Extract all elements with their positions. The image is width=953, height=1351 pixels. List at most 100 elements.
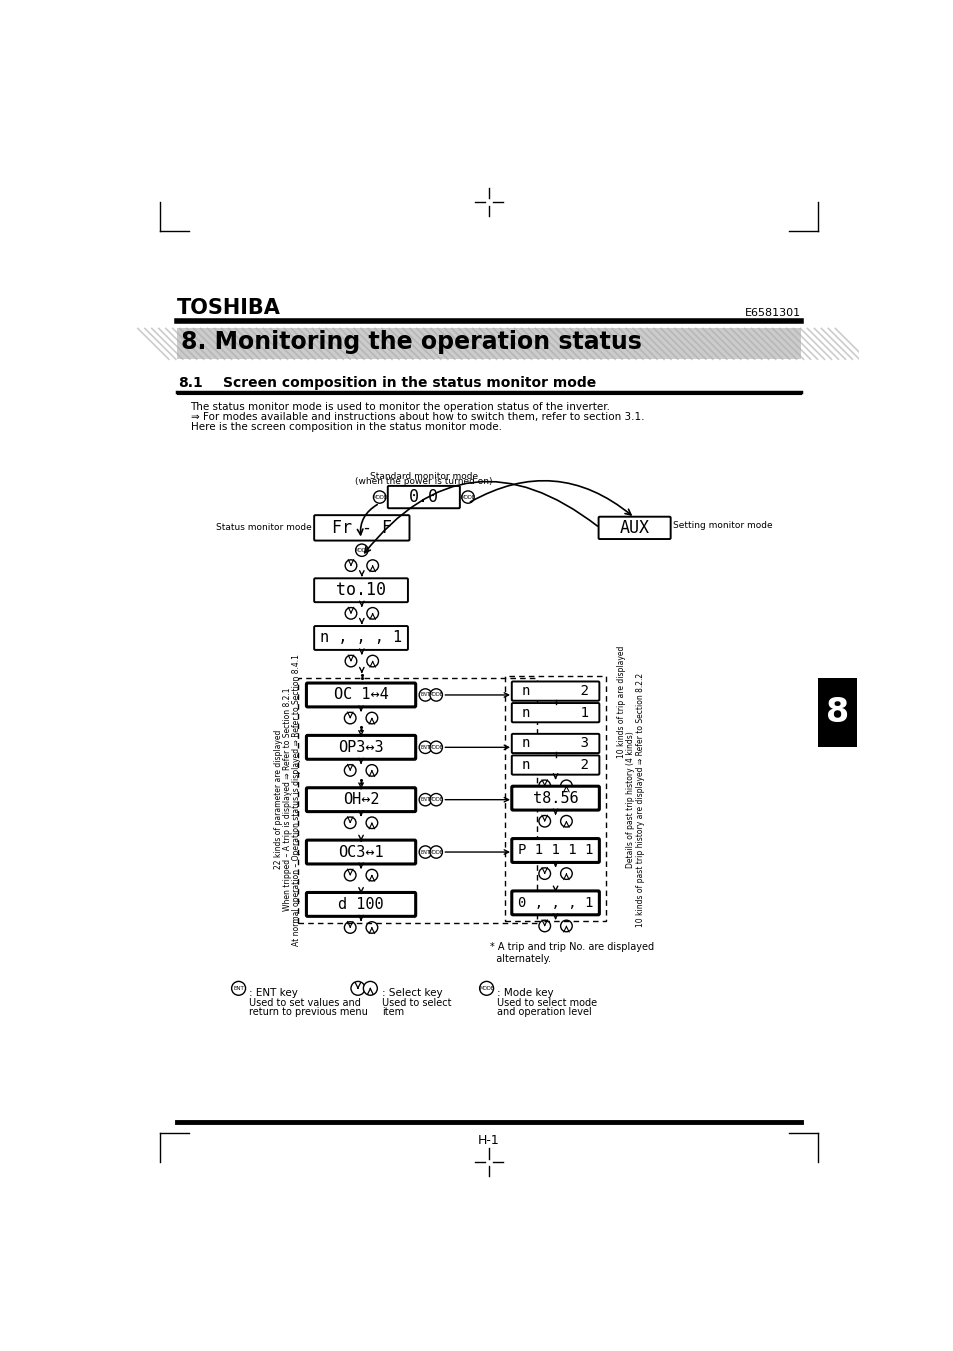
Circle shape — [430, 793, 442, 805]
Text: Screen composition in the status monitor mode: Screen composition in the status monitor… — [223, 376, 596, 390]
Text: OP3↔3: OP3↔3 — [338, 740, 383, 755]
Text: MODE: MODE — [372, 494, 387, 500]
Circle shape — [538, 867, 550, 880]
Text: MODE: MODE — [428, 797, 443, 802]
FancyBboxPatch shape — [306, 684, 416, 707]
Text: n      2: n 2 — [521, 684, 588, 698]
Text: MODE: MODE — [428, 693, 443, 697]
Circle shape — [373, 490, 385, 503]
Circle shape — [366, 765, 377, 777]
Circle shape — [366, 712, 377, 724]
Circle shape — [461, 490, 474, 503]
Text: The status monitor mode is used to monitor the operation status of the inverter.: The status monitor mode is used to monit… — [191, 403, 610, 412]
Circle shape — [366, 869, 377, 881]
Text: n      3: n 3 — [521, 736, 588, 750]
Circle shape — [418, 742, 431, 754]
Text: 8.1: 8.1 — [178, 376, 203, 390]
Circle shape — [363, 981, 377, 996]
Text: 0 , , , 1: 0 , , , 1 — [517, 896, 593, 909]
Bar — [176, 328, 801, 359]
Circle shape — [418, 689, 431, 701]
Circle shape — [538, 780, 550, 792]
FancyBboxPatch shape — [387, 486, 459, 508]
Circle shape — [366, 817, 377, 828]
Circle shape — [344, 765, 355, 777]
FancyBboxPatch shape — [511, 734, 598, 753]
Circle shape — [345, 655, 356, 667]
Text: Fr - F: Fr - F — [332, 519, 392, 536]
Circle shape — [367, 608, 378, 619]
Text: Here is the screen composition in the status monitor mode.: Here is the screen composition in the st… — [191, 423, 501, 432]
Circle shape — [479, 981, 493, 996]
Text: Used to select mode: Used to select mode — [497, 997, 597, 1008]
Text: 10 kinds of trip are displayed: 10 kinds of trip are displayed — [617, 646, 625, 758]
Text: MODE: MODE — [428, 850, 443, 855]
Circle shape — [232, 981, 245, 996]
Circle shape — [351, 981, 365, 996]
FancyBboxPatch shape — [511, 681, 598, 701]
Text: MODE: MODE — [460, 494, 475, 500]
Text: 0.0: 0.0 — [409, 488, 438, 507]
Text: At normal operation – Operation status is displayed ⇒ Refer to Section 8.4.1: At normal operation – Operation status i… — [292, 654, 301, 946]
Text: ⇒ For modes available and instructions about how to switch them, refer to sectio: ⇒ For modes available and instructions a… — [191, 412, 643, 423]
Text: When tripped – A trip is displayed ⇒ Refer to Section 8.2.1: When tripped – A trip is displayed ⇒ Ref… — [283, 688, 292, 912]
FancyBboxPatch shape — [314, 626, 408, 650]
Text: MODE: MODE — [478, 986, 494, 990]
Circle shape — [355, 544, 368, 557]
Text: ENT: ENT — [420, 850, 430, 855]
Text: n      2: n 2 — [521, 758, 588, 771]
Circle shape — [430, 742, 442, 754]
Text: P 1 1 1 1: P 1 1 1 1 — [517, 843, 593, 858]
FancyBboxPatch shape — [598, 516, 670, 539]
FancyBboxPatch shape — [306, 893, 416, 916]
FancyBboxPatch shape — [306, 788, 416, 812]
Text: MODE: MODE — [428, 744, 443, 750]
FancyBboxPatch shape — [511, 839, 598, 862]
Circle shape — [367, 559, 378, 571]
Circle shape — [560, 816, 572, 827]
FancyBboxPatch shape — [314, 515, 409, 540]
Text: Used to select: Used to select — [381, 997, 451, 1008]
Text: ENT: ENT — [420, 693, 430, 697]
Text: 8: 8 — [825, 696, 848, 730]
Circle shape — [345, 559, 356, 571]
Text: Setting monitor mode: Setting monitor mode — [673, 521, 772, 530]
Circle shape — [344, 817, 355, 828]
Text: E6581301: E6581301 — [744, 308, 801, 317]
Bar — [818, 678, 856, 747]
Circle shape — [418, 846, 431, 858]
FancyBboxPatch shape — [314, 578, 408, 603]
Text: ENT: ENT — [420, 797, 430, 802]
Circle shape — [344, 869, 355, 881]
Text: : ENT key: : ENT key — [249, 988, 298, 997]
Text: 22 kinds of parameter are displayed: 22 kinds of parameter are displayed — [274, 730, 282, 869]
Text: OH↔2: OH↔2 — [342, 792, 379, 807]
Circle shape — [560, 920, 572, 932]
Circle shape — [430, 846, 442, 858]
Text: MODE: MODE — [354, 547, 369, 553]
Circle shape — [418, 793, 431, 805]
Circle shape — [560, 780, 572, 792]
Circle shape — [366, 921, 377, 934]
Circle shape — [344, 921, 355, 934]
Circle shape — [345, 608, 356, 619]
Text: 10 kinds of past trip history are displayed ⇒ Refer to Section 8.2.2: 10 kinds of past trip history are displa… — [635, 673, 644, 927]
Text: Used to set values and: Used to set values and — [249, 997, 361, 1008]
Text: item: item — [381, 1006, 404, 1017]
Text: H-1: H-1 — [477, 1133, 499, 1147]
FancyBboxPatch shape — [511, 890, 598, 915]
Text: : Select key: : Select key — [381, 988, 442, 997]
Circle shape — [344, 712, 355, 724]
Text: ENT: ENT — [233, 986, 244, 990]
Text: OC3↔1: OC3↔1 — [338, 844, 383, 859]
Text: t8.56: t8.56 — [532, 790, 578, 805]
Text: (when the power is turned on): (when the power is turned on) — [355, 477, 492, 485]
Circle shape — [538, 816, 550, 827]
Circle shape — [560, 867, 572, 880]
FancyBboxPatch shape — [306, 840, 416, 865]
FancyBboxPatch shape — [511, 755, 598, 774]
Text: d 100: d 100 — [338, 897, 383, 912]
Text: to.10: to.10 — [335, 581, 386, 600]
Text: n , , , 1: n , , , 1 — [319, 631, 402, 646]
Circle shape — [367, 655, 378, 667]
